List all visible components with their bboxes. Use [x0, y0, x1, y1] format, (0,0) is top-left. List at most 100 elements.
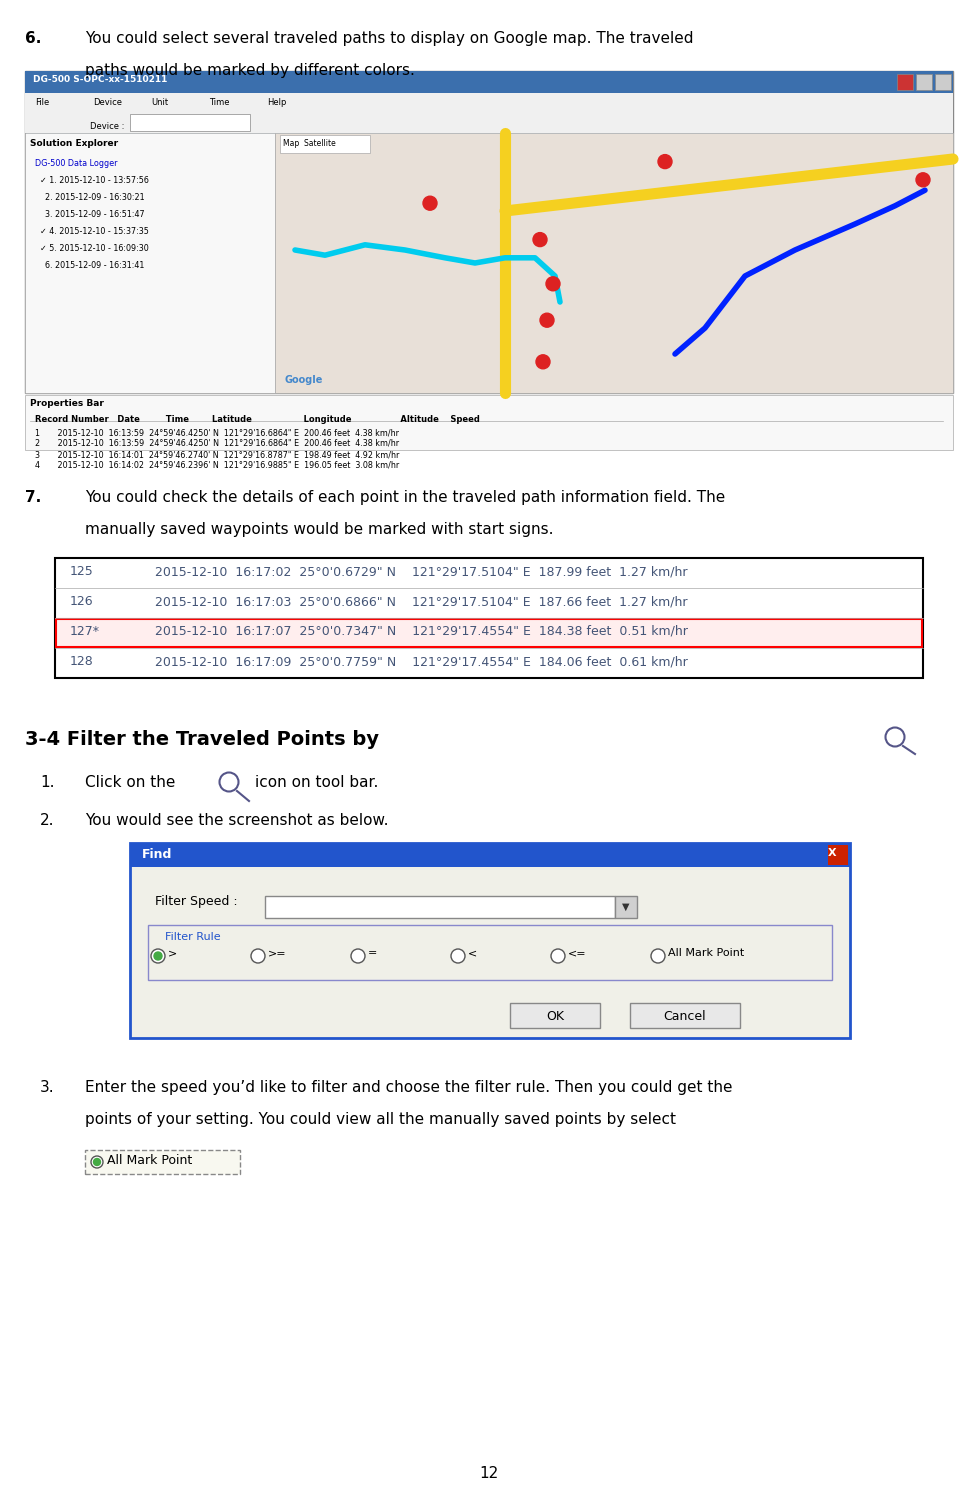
Text: =: = [367, 948, 377, 958]
FancyBboxPatch shape [85, 1150, 239, 1174]
FancyBboxPatch shape [934, 74, 950, 91]
Text: 1       2015-12-10  16:13:59  24°59'46.4250' N  121°29'16.6864" E  200.46 feet  : 1 2015-12-10 16:13:59 24°59'46.4250' N 1… [35, 428, 399, 437]
Circle shape [150, 950, 165, 963]
FancyBboxPatch shape [25, 395, 952, 450]
Text: File: File [35, 98, 49, 107]
Text: Record Number   Date         Time        Latitude                  Longitude    : Record Number Date Time Latitude Longitu… [35, 415, 480, 424]
Circle shape [94, 1159, 101, 1165]
Text: 2       2015-12-10  16:13:59  24°59'46.4250' N  121°29'16.6864" E  200.46 feet  : 2 2015-12-10 16:13:59 24°59'46.4250' N 1… [35, 438, 399, 447]
Text: Unit: Unit [150, 98, 168, 107]
FancyBboxPatch shape [896, 74, 913, 91]
Text: X: X [828, 849, 836, 857]
Text: ✓ 1. 2015-12-10 - 13:57:56: ✓ 1. 2015-12-10 - 13:57:56 [30, 175, 149, 184]
Text: 2.: 2. [40, 813, 55, 828]
Text: >=: >= [268, 948, 286, 958]
Circle shape [535, 355, 549, 369]
Text: 2015-12-10  16:17:02  25°0'0.6729" N    121°29'17.5104" E  187.99 feet  1.27 km/: 2015-12-10 16:17:02 25°0'0.6729" N 121°2… [154, 565, 687, 578]
Text: 2015-12-10  16:17:09  25°0'0.7759" N    121°29'17.4554" E  184.06 feet  0.61 km/: 2015-12-10 16:17:09 25°0'0.7759" N 121°2… [154, 655, 687, 669]
Text: Solution Explorer: Solution Explorer [30, 140, 118, 149]
Text: 3.: 3. [40, 1080, 55, 1095]
Text: points of your setting. You could view all the manually saved points by select: points of your setting. You could view a… [85, 1112, 675, 1126]
Circle shape [550, 950, 565, 963]
Text: You would see the screenshot as below.: You would see the screenshot as below. [85, 813, 388, 828]
Text: 6. 2015-12-09 - 16:31:41: 6. 2015-12-09 - 16:31:41 [30, 262, 145, 270]
Text: >: > [168, 948, 177, 958]
Text: 1.: 1. [40, 776, 55, 791]
Text: Properties Bar: Properties Bar [30, 400, 104, 409]
Circle shape [351, 950, 364, 963]
Text: 126: 126 [70, 594, 94, 608]
FancyBboxPatch shape [25, 134, 275, 392]
Text: Google: Google [284, 374, 323, 385]
Text: Map  Satellite: Map Satellite [282, 140, 335, 149]
FancyBboxPatch shape [25, 94, 952, 108]
Circle shape [251, 950, 265, 963]
Circle shape [545, 276, 560, 291]
Text: 12: 12 [479, 1467, 498, 1482]
Text: All Mark Point: All Mark Point [667, 948, 743, 958]
Text: Device: Device [93, 98, 122, 107]
FancyBboxPatch shape [55, 559, 922, 678]
Text: All Mark Point: All Mark Point [106, 1155, 192, 1167]
Circle shape [539, 314, 553, 327]
FancyBboxPatch shape [265, 896, 615, 918]
Text: OK: OK [545, 1010, 564, 1022]
Text: 6.: 6. [25, 31, 41, 46]
Text: DG-500 S-OPC-xx-1510211: DG-500 S-OPC-xx-1510211 [33, 74, 167, 85]
Text: icon on tool bar.: icon on tool bar. [255, 776, 378, 791]
Text: Time: Time [209, 98, 230, 107]
Text: 2015-12-10  16:17:07  25°0'0.7347" N    121°29'17.4554" E  184.38 feet  0.51 km/: 2015-12-10 16:17:07 25°0'0.7347" N 121°2… [154, 626, 687, 637]
FancyBboxPatch shape [130, 843, 849, 1039]
FancyBboxPatch shape [828, 846, 847, 865]
Text: ✓ 4. 2015-12-10 - 15:37:35: ✓ 4. 2015-12-10 - 15:37:35 [30, 227, 149, 236]
Text: Find: Find [142, 849, 172, 860]
Text: Enter the speed you’d like to filter and choose the filter rule. Then you could : Enter the speed you’d like to filter and… [85, 1080, 732, 1095]
Circle shape [91, 1156, 103, 1168]
FancyBboxPatch shape [509, 1003, 599, 1028]
FancyBboxPatch shape [148, 924, 831, 979]
Text: 127*: 127* [70, 626, 100, 637]
Text: 3-4 Filter the Traveled Points by: 3-4 Filter the Traveled Points by [25, 730, 379, 749]
Text: 2015-12-10  16:17:03  25°0'0.6866" N    121°29'17.5104" E  187.66 feet  1.27 km/: 2015-12-10 16:17:03 25°0'0.6866" N 121°2… [154, 594, 687, 608]
Text: 4       2015-12-10  16:14:02  24°59'46.2396' N  121°29'16.9885" E  196.05 feet  : 4 2015-12-10 16:14:02 24°59'46.2396' N 1… [35, 461, 399, 470]
Text: Filter Speed :: Filter Speed : [154, 895, 237, 908]
Circle shape [532, 233, 546, 247]
Circle shape [153, 953, 162, 960]
Text: You could check the details of each point in the traveled path information field: You could check the details of each poin… [85, 490, 725, 505]
FancyBboxPatch shape [25, 71, 952, 94]
Circle shape [450, 950, 464, 963]
Text: <=: <= [568, 948, 586, 958]
Text: 7.: 7. [25, 490, 41, 505]
Text: Device :: Device : [90, 122, 124, 131]
FancyBboxPatch shape [275, 134, 952, 392]
FancyBboxPatch shape [915, 74, 931, 91]
Text: ✓ 5. 2015-12-10 - 16:09:30: ✓ 5. 2015-12-10 - 16:09:30 [30, 244, 149, 253]
Text: DG-500 Data Logger: DG-500 Data Logger [30, 159, 117, 168]
Circle shape [423, 196, 437, 210]
Text: Help: Help [267, 98, 286, 107]
Text: 125: 125 [70, 565, 94, 578]
Text: 3. 2015-12-09 - 16:51:47: 3. 2015-12-09 - 16:51:47 [30, 210, 145, 218]
Text: You could select several traveled paths to display on Google map. The traveled: You could select several traveled paths … [85, 31, 693, 46]
Circle shape [658, 155, 671, 168]
FancyBboxPatch shape [279, 135, 369, 153]
Text: manually saved waypoints would be marked with start signs.: manually saved waypoints would be marked… [85, 522, 553, 536]
Text: 2. 2015-12-09 - 16:30:21: 2. 2015-12-09 - 16:30:21 [30, 193, 145, 202]
Circle shape [915, 172, 929, 187]
Text: ▼: ▼ [621, 902, 629, 912]
Text: 3       2015-12-10  16:14:01  24°59'46.2740' N  121°29'16.8787" E  198.49 feet  : 3 2015-12-10 16:14:01 24°59'46.2740' N 1… [35, 450, 399, 459]
Text: 128: 128 [70, 655, 94, 669]
FancyBboxPatch shape [130, 843, 849, 866]
Circle shape [651, 950, 664, 963]
Text: Filter Rule: Filter Rule [165, 932, 221, 942]
FancyBboxPatch shape [130, 114, 250, 131]
Text: paths would be marked by different colors.: paths would be marked by different color… [85, 62, 414, 77]
FancyBboxPatch shape [56, 620, 921, 646]
Text: Cancel: Cancel [663, 1010, 705, 1022]
Text: Click on the: Click on the [85, 776, 175, 791]
FancyBboxPatch shape [615, 896, 636, 918]
Text: <: < [468, 948, 477, 958]
FancyBboxPatch shape [25, 108, 952, 134]
FancyBboxPatch shape [25, 71, 952, 392]
FancyBboxPatch shape [629, 1003, 740, 1028]
